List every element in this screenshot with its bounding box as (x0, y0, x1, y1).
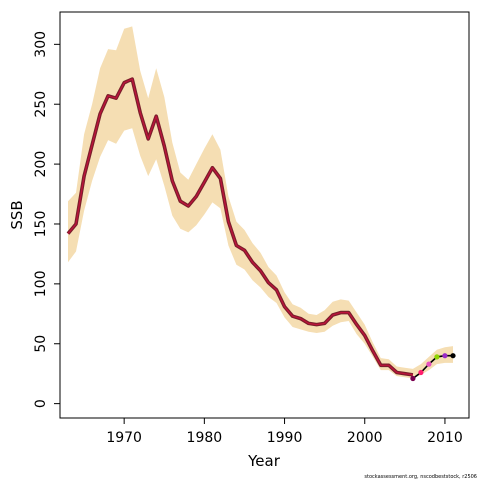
forecast-series (410, 353, 456, 382)
forecast-point (410, 375, 416, 382)
y-tick-label: 300 (33, 31, 49, 58)
x-tick-label: 1980 (187, 430, 223, 446)
plot-frame (59, 11, 470, 419)
x-tick-label: 1990 (267, 430, 303, 446)
footnote: stockassessment.org, nscodbeststock, r25… (364, 474, 477, 480)
x-tick-label: 2010 (427, 430, 463, 446)
y-axis-title: SSB (8, 200, 26, 229)
y-tick-label: 0 (33, 399, 49, 408)
y-axis: 0 50 100 150 200 250 300 (33, 31, 60, 408)
x-tick-label: 2000 (347, 430, 383, 446)
x-axis: 1970 1980 1990 2000 2010 (106, 418, 463, 446)
y-tick-label: 150 (33, 211, 49, 238)
forecast-point (434, 354, 440, 360)
y-tick-label: 100 (33, 270, 49, 297)
confidence-band (68, 26, 453, 379)
y-tick-label: 250 (33, 91, 49, 118)
y-tick-label: 50 (33, 335, 49, 353)
y-tick-label: 200 (33, 151, 49, 178)
forecast-point (418, 369, 424, 376)
ssb-line (67, 78, 413, 376)
forecast-point (450, 353, 456, 359)
x-tick-label: 1970 (106, 430, 142, 446)
confidence-band-area (68, 26, 453, 379)
ssb-series-line (66, 77, 414, 377)
x-axis-title: Year (247, 452, 281, 470)
forecast-point (442, 353, 448, 359)
forecast-point (426, 361, 432, 367)
